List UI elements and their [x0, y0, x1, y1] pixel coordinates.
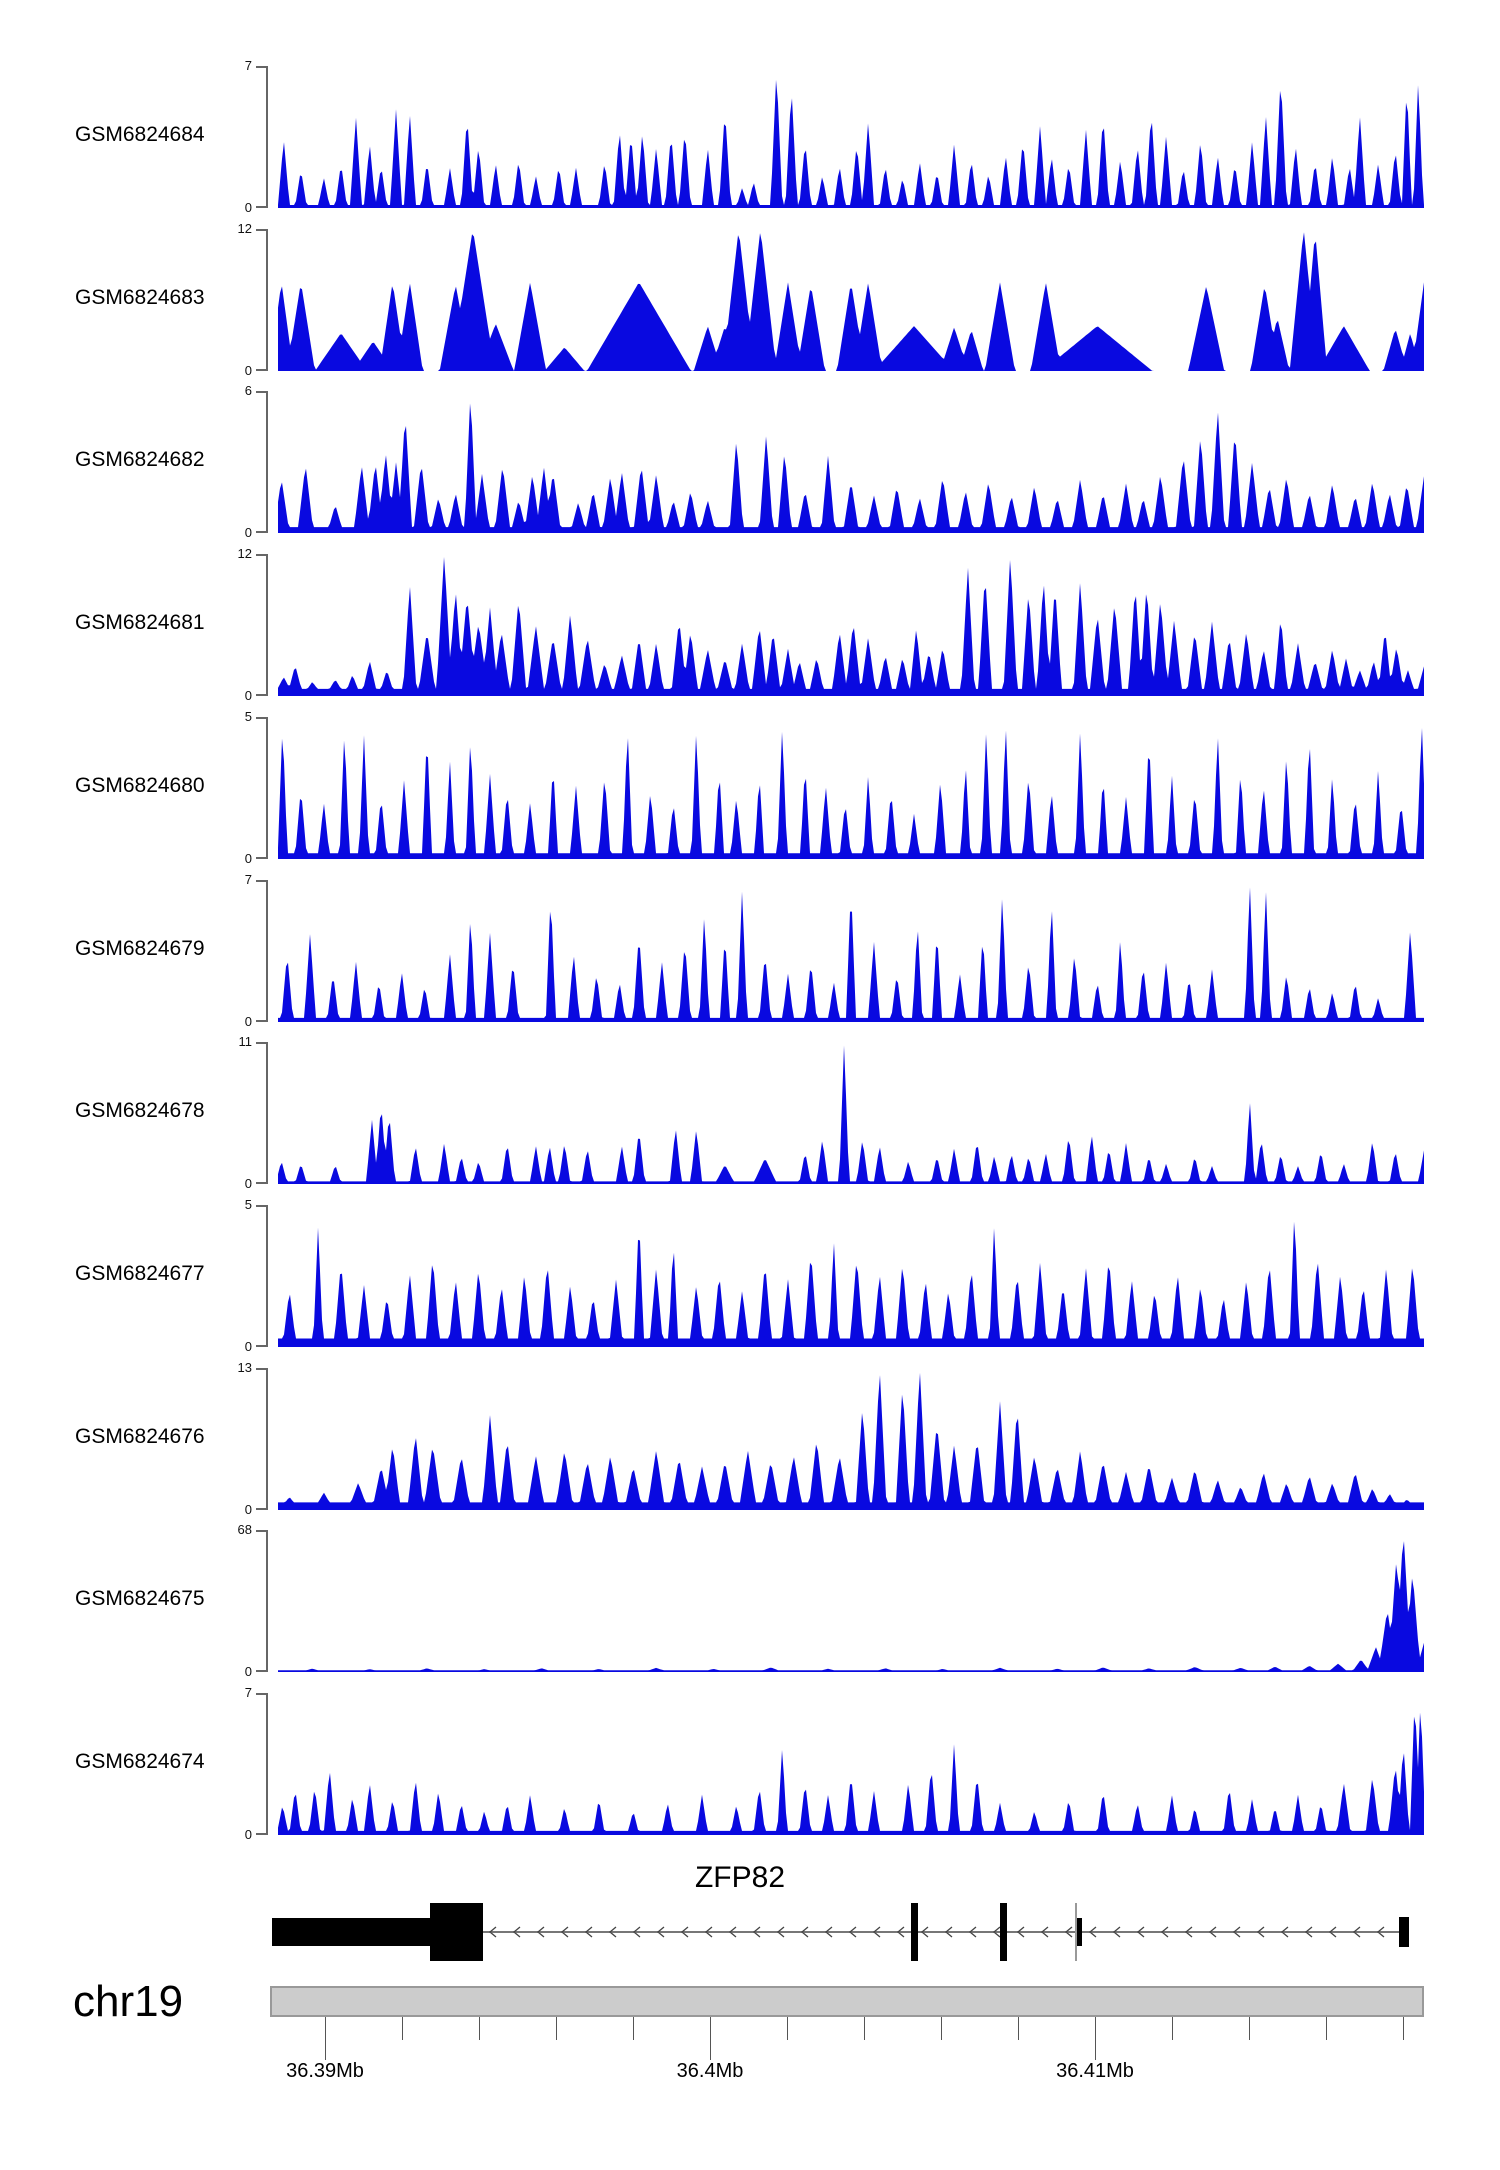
chromosome-ideogram: [270, 1986, 1424, 2017]
track-yzero-label: 0: [244, 1827, 252, 1842]
minor-tick: [864, 2017, 865, 2040]
track-yzero-label: 0: [244, 363, 252, 378]
gene-name-label: ZFP82: [694, 1861, 786, 1894]
track-yzero-label: 0: [244, 1014, 252, 1029]
gene-exon-bar: [1399, 1917, 1409, 1947]
track-label: GSM6824680: [75, 774, 205, 797]
minor-tick: [1249, 2017, 1250, 2040]
track-yzero-label: 0: [244, 525, 252, 540]
minor-tick: [941, 2017, 942, 2040]
coverage-area-plot: [278, 557, 1424, 696]
minor-tick: [479, 2017, 480, 2040]
coverage-area-plot: [278, 1221, 1424, 1347]
track-axis-bracket: [256, 1368, 268, 1510]
coverage-area: [278, 1372, 1424, 1510]
coverage-area-plot: [278, 1045, 1424, 1184]
track-ymax-label: 5: [244, 1197, 252, 1212]
track-axis-bracket: [256, 66, 268, 208]
coverage-area-plot: [278, 728, 1424, 859]
coverage-area: [278, 728, 1424, 859]
minor-tick: [402, 2017, 403, 2040]
track-ymax-label: 68: [237, 1522, 252, 1537]
track-ymax-label: 5: [244, 709, 252, 724]
minor-tick: [1172, 2017, 1173, 2040]
minor-tick: [556, 2017, 557, 2040]
major-tick: [1095, 2017, 1096, 2060]
coverage-area: [278, 1712, 1424, 1835]
coordinate-tick-label: 36.4Mb: [676, 2060, 744, 2082]
minor-tick: [1326, 2017, 1327, 2040]
track-yzero-label: 0: [244, 688, 252, 703]
gene-exon-bar: [1077, 1918, 1082, 1946]
track-ymax-label: 7: [244, 872, 252, 887]
track-label: GSM6824676: [75, 1425, 205, 1448]
coverage-area: [278, 1541, 1424, 1672]
coverage-area: [278, 1221, 1424, 1347]
coverage-area: [278, 557, 1424, 696]
minor-tick: [633, 2017, 634, 2040]
strand-arrowheads-icon: [488, 1926, 1385, 1938]
track-axis-bracket: [256, 880, 268, 1022]
track-axis-bracket: [256, 1042, 268, 1184]
track-label: GSM6824677: [75, 1262, 205, 1285]
track-yzero-label: 0: [244, 1176, 252, 1191]
coverage-area: [278, 79, 1424, 208]
track-ymax-label: 7: [244, 1685, 252, 1700]
gene-exon-bar: [911, 1903, 918, 1961]
track-label: GSM6824675: [75, 1587, 205, 1610]
track-label: GSM6824684: [75, 123, 205, 146]
coverage-area-plot: [278, 1712, 1424, 1835]
gene-model-drawing: [272, 1903, 1409, 1961]
track-axis-bracket: [256, 554, 268, 696]
track-yzero-label: 0: [244, 1502, 252, 1517]
gene-exon-bar: [1075, 1903, 1077, 1961]
gene-exon-bar: [1000, 1903, 1007, 1961]
track-label: GSM6824683: [75, 286, 205, 309]
track-yzero-label: 0: [244, 200, 252, 215]
coverage-area-plot: [278, 887, 1424, 1022]
track-axis-bracket: [256, 1693, 268, 1835]
coverage-area-plot: [278, 403, 1424, 533]
track-ymax-label: 12: [237, 546, 252, 561]
track-axis-bracket: [256, 229, 268, 371]
track-label: GSM6824674: [75, 1750, 205, 1773]
gene-utr-block: [272, 1918, 430, 1946]
track-label: GSM6824678: [75, 1099, 205, 1122]
track-axis-bracket: [256, 391, 268, 533]
track-ymax-label: 12: [237, 221, 252, 236]
track-ymax-label: 11: [238, 1034, 253, 1049]
chromosome-label: chr19: [73, 1977, 184, 2026]
track-axis-bracket: [256, 1530, 268, 1672]
coverage-area: [278, 232, 1424, 371]
minor-tick: [1018, 2017, 1019, 2040]
track-ymax-label: 6: [244, 383, 252, 398]
coverage-area-plot: [278, 1372, 1424, 1510]
track-axis-bracket: [256, 1205, 268, 1347]
track-yzero-label: 0: [244, 1664, 252, 1679]
coverage-area: [278, 887, 1424, 1022]
coverage-area-plot: [278, 79, 1424, 208]
major-tick: [710, 2017, 711, 2060]
coordinate-tick-label: 36.41Mb: [1056, 2060, 1134, 2082]
minor-tick: [787, 2017, 788, 2040]
gene-exon-block: [430, 1903, 483, 1961]
coverage-area: [278, 1045, 1424, 1184]
track-axis-bracket: [256, 717, 268, 859]
track-yzero-label: 0: [244, 1339, 252, 1354]
track-label: GSM6824682: [75, 448, 205, 471]
coordinate-tick-label: 36.39Mb: [286, 2060, 364, 2082]
track-yzero-label: 0: [244, 851, 252, 866]
minor-tick: [1403, 2017, 1404, 2040]
coverage-area-plot: [278, 232, 1424, 371]
track-label: GSM6824681: [75, 611, 205, 634]
track-ymax-label: 7: [244, 58, 252, 73]
track-label: GSM6824679: [75, 937, 205, 960]
coverage-area-plot: [278, 1541, 1424, 1672]
track-ymax-label: 13: [237, 1360, 252, 1375]
coverage-area: [278, 403, 1424, 533]
major-tick: [325, 2017, 326, 2060]
